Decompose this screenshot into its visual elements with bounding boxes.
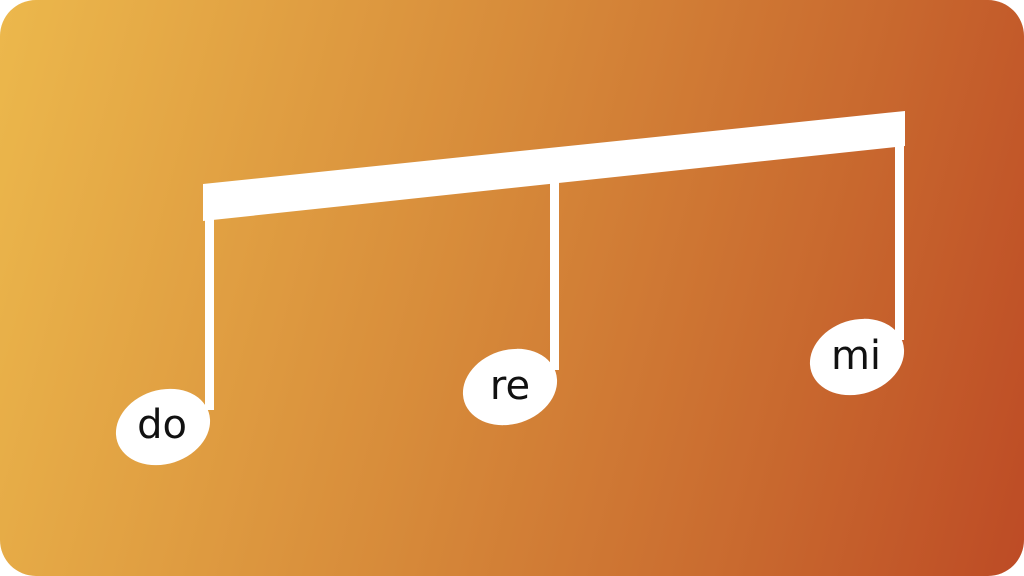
note-head-do — [115, 388, 211, 466]
note-beam — [203, 111, 905, 221]
note-stem-re — [550, 180, 559, 370]
syllable-mi: mi — [831, 333, 881, 379]
note-stem-do — [205, 210, 214, 410]
syllable-do: do — [137, 402, 187, 448]
note-stem-mi — [895, 140, 904, 340]
note-head-re — [462, 348, 558, 426]
note-head-mi — [809, 318, 905, 396]
syllable-re: re — [490, 363, 530, 409]
